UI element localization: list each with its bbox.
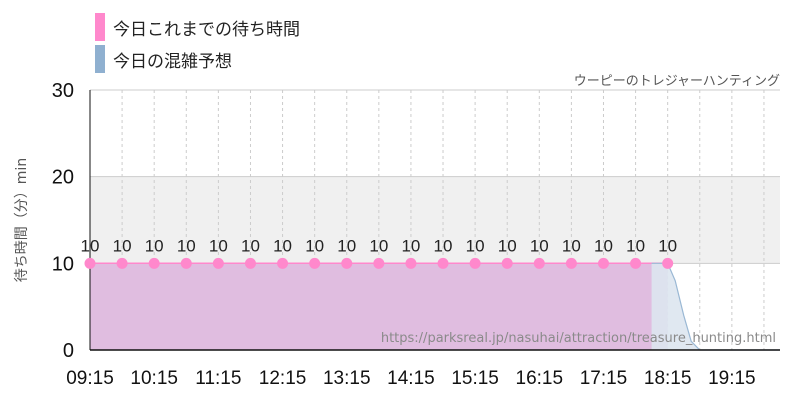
legend: 今日これまでの待ち時間 今日の混雑予想: [95, 12, 300, 76]
data-label: 10: [209, 236, 228, 255]
data-label: 10: [145, 236, 164, 255]
data-label: 10: [81, 236, 100, 255]
x-tick-label: 14:15: [387, 368, 435, 389]
data-label: 10: [337, 236, 356, 255]
y-tick-label: 30: [52, 80, 74, 102]
data-point: [565, 257, 577, 269]
data-point: [341, 257, 353, 269]
legend-item-today: 今日これまでの待ち時間: [95, 12, 300, 42]
data-label: 10: [626, 236, 645, 255]
legend-label-today: 今日これまでの待ち時間: [113, 19, 300, 40]
data-point: [533, 257, 545, 269]
x-tick-label: 09:15: [66, 368, 114, 389]
legend-label-forecast: 今日の混雑予想: [113, 51, 232, 72]
x-tick-label: 18:15: [644, 368, 692, 389]
data-label: 10: [594, 236, 613, 255]
data-point: [212, 257, 224, 269]
data-label: 10: [498, 236, 517, 255]
data-point: [84, 257, 96, 269]
data-label: 10: [658, 236, 677, 255]
legend-item-forecast: 今日の混雑予想: [95, 44, 300, 74]
data-label: 10: [562, 236, 581, 255]
data-point: [180, 257, 192, 269]
x-tick-label: 17:15: [580, 368, 628, 389]
y-tick-label: 20: [52, 167, 74, 189]
x-tick-label: 19:15: [708, 368, 756, 389]
source-url: https://parksreal.jp/nasuhai/attraction/…: [381, 331, 776, 346]
data-label: 10: [434, 236, 453, 255]
y-axis-label: 待ち時間（分）min: [14, 158, 30, 282]
x-tick-label: 12:15: [259, 368, 307, 389]
data-label: 10: [113, 236, 132, 255]
y-tick-label: 0: [63, 340, 74, 362]
data-label: 10: [369, 236, 388, 255]
attraction-name: ウーピーのトレジャーハンティング: [573, 74, 780, 89]
data-label: 10: [305, 236, 324, 255]
x-tick-label: 11:15: [195, 368, 241, 389]
data-point: [630, 257, 642, 269]
data-point: [148, 257, 160, 269]
data-label: 10: [466, 236, 485, 255]
data-point: [597, 257, 609, 269]
area-forecast: [651, 263, 780, 350]
data-point: [405, 257, 417, 269]
x-tick-label: 10:15: [130, 368, 178, 389]
data-point: [116, 257, 128, 269]
data-label: 10: [401, 236, 420, 255]
x-tick-label: 13:15: [323, 368, 371, 389]
legend-swatch-forecast: [95, 45, 105, 73]
area-today: [90, 263, 668, 350]
data-point: [277, 257, 289, 269]
y-tick-label: 10: [52, 253, 74, 275]
data-label: 10: [273, 236, 292, 255]
data-point: [244, 257, 256, 269]
legend-swatch-today: [95, 13, 105, 41]
data-point: [469, 257, 481, 269]
x-tick-label: 15:15: [451, 368, 499, 389]
x-tick-label: 16:15: [516, 368, 564, 389]
data-point: [373, 257, 385, 269]
data-point: [437, 257, 449, 269]
shaded-band: [90, 176, 780, 264]
data-label: 10: [530, 236, 549, 255]
data-point: [309, 257, 321, 269]
data-point: [501, 257, 513, 269]
data-label: 10: [241, 236, 260, 255]
data-label: 10: [177, 236, 196, 255]
data-point: [662, 257, 674, 269]
